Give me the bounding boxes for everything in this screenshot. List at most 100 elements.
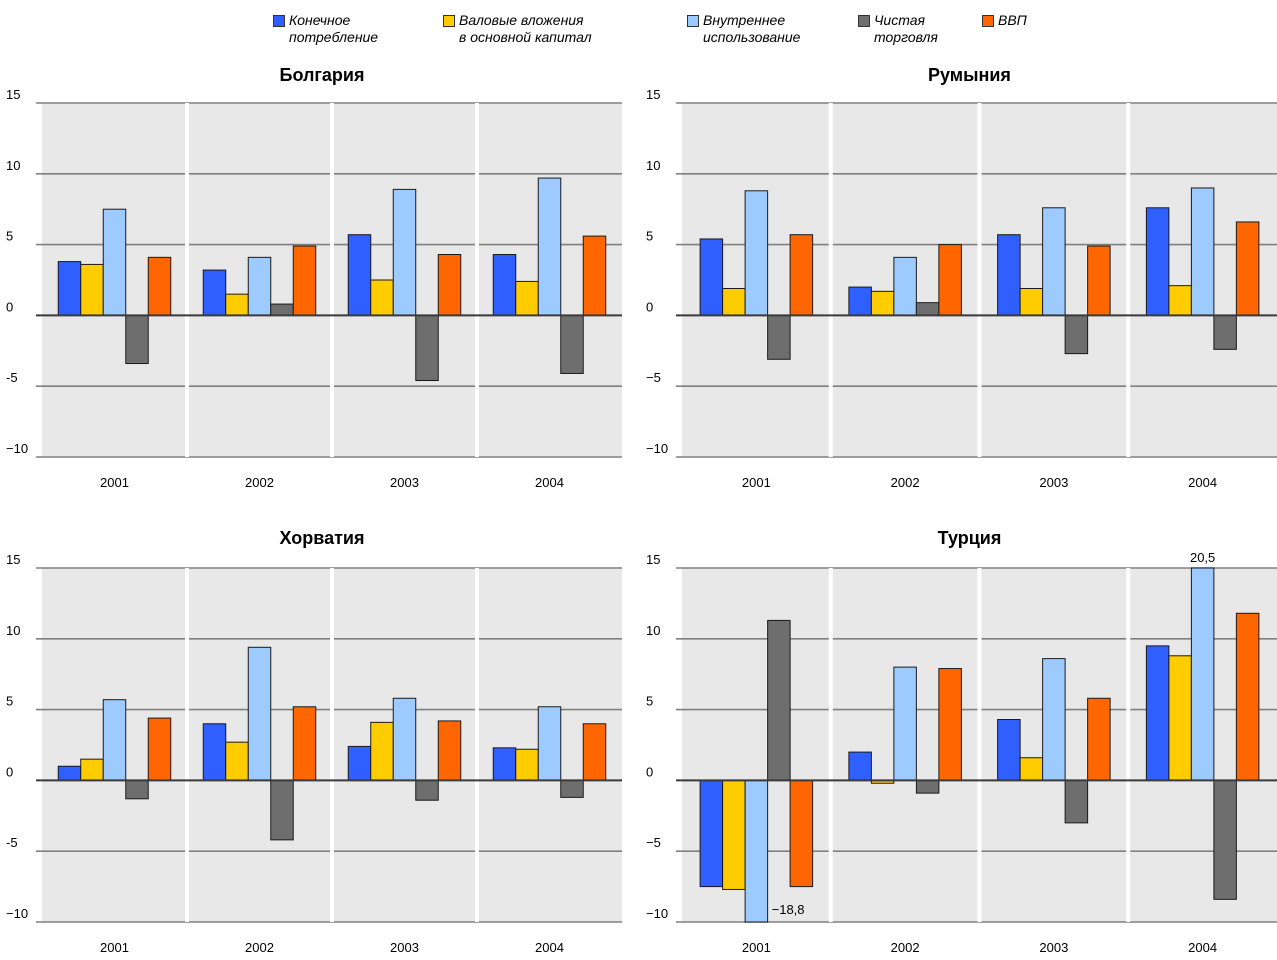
bar [247, 256, 272, 316]
bar [915, 779, 940, 794]
bar [1087, 245, 1111, 316]
y-tick-label: −10 [6, 441, 28, 456]
legend-swatch [687, 15, 699, 27]
bar [270, 779, 294, 841]
y-tick-label: 15 [646, 552, 660, 567]
bar [560, 314, 584, 374]
data-label: −18,8 [772, 902, 805, 917]
x-tick-label: 2003 [390, 475, 419, 490]
y-tick-label: 10 [6, 623, 20, 638]
bar [1235, 612, 1260, 781]
bar [125, 779, 149, 800]
chart-panel-croatia: 15 10 5 0 -5 −10 2001 2002 2003 2004 Хорватия [6, 528, 622, 955]
bar [80, 758, 104, 781]
bar [347, 745, 372, 781]
bar [848, 286, 872, 316]
bar [997, 719, 1021, 781]
bar [1213, 314, 1237, 350]
chart-panel-bulgaria: 15 10 5 0 -5 −10 2001 2002 2003 2004 Болгария [6, 65, 622, 490]
x-tick-label: 2004 [535, 940, 564, 955]
x-tick-label: 2001 [742, 940, 771, 955]
y-tick-label: 15 [646, 87, 660, 102]
panel-title: Хорватия [280, 528, 365, 548]
bar [699, 238, 724, 316]
bar [102, 208, 127, 316]
bar [1019, 287, 1044, 316]
bar [370, 279, 394, 316]
bar [1087, 697, 1111, 781]
x-tick-label: 2004 [1188, 940, 1217, 955]
legend-item: Конечное потребление [273, 12, 378, 46]
bar [515, 748, 539, 781]
legend-label: ВВП [998, 12, 1027, 28]
bar [1145, 207, 1170, 316]
legend-swatch [273, 15, 285, 27]
bar [997, 234, 1021, 316]
bar [370, 721, 394, 781]
bar [582, 235, 607, 316]
panel-title: Румыния [928, 65, 1011, 85]
bar [699, 779, 724, 888]
y-tick-label: 5 [646, 229, 653, 244]
bar [392, 697, 417, 781]
bar [57, 765, 82, 781]
y-tick-label: 5 [6, 694, 13, 709]
bar [537, 177, 562, 316]
bar [893, 256, 917, 316]
bar [225, 293, 249, 316]
bar [1235, 221, 1260, 316]
bar [1213, 779, 1237, 900]
y-tick-label: −10 [6, 906, 28, 921]
y-tick-label: 0 [646, 299, 653, 314]
bar [560, 779, 584, 798]
bar [392, 188, 417, 316]
bar [415, 314, 439, 382]
x-tick-label: 2004 [535, 475, 564, 490]
bar [270, 303, 294, 316]
bar [225, 741, 249, 781]
bar [202, 723, 227, 781]
bar [1168, 655, 1192, 781]
x-tick-label: 2003 [1039, 940, 1068, 955]
chart-legend: Конечное потребление Валовые вложения в о… [0, 0, 1277, 52]
bar [1064, 779, 1089, 824]
bar [915, 302, 940, 316]
y-tick-label: 0 [6, 764, 13, 779]
x-tick-label: 2002 [245, 940, 274, 955]
legend-item: ВВП [982, 12, 1027, 29]
x-tick-label: 2002 [891, 475, 920, 490]
legend-swatch [858, 15, 870, 27]
bar [582, 723, 607, 781]
bar [347, 234, 372, 316]
legend-label: Конечное потребление [289, 12, 379, 45]
bar [1042, 658, 1066, 781]
y-tick-label: 5 [646, 694, 653, 709]
x-tick-label: 2003 [390, 940, 419, 955]
bar [1190, 187, 1215, 316]
y-tick-label: 0 [646, 764, 653, 779]
bar [722, 287, 746, 316]
bar [722, 779, 746, 890]
bar [767, 619, 791, 781]
legend-label: Чистая торговля [874, 12, 938, 45]
panel-title: Турция [938, 528, 1002, 548]
panel-title: Болгария [280, 65, 365, 85]
y-tick-label: 5 [6, 229, 13, 244]
bar [202, 269, 227, 316]
bar [102, 699, 127, 781]
bar [492, 254, 517, 316]
y-tick-label: −5 [646, 835, 661, 850]
chart-panel-romania: 15 10 5 0 −5 −10 2001 2002 2003 2004 Румыния [646, 65, 1277, 490]
y-tick-label: −10 [646, 441, 668, 456]
bar [492, 747, 517, 781]
y-tick-label: −10 [646, 906, 668, 921]
bar [1042, 207, 1066, 316]
x-tick-label: 2002 [245, 475, 274, 490]
y-tick-label: 10 [6, 158, 20, 173]
y-tick-label: 0 [6, 299, 13, 314]
bar [1190, 567, 1215, 781]
bar [537, 706, 562, 781]
y-tick-label: -5 [6, 370, 18, 385]
y-tick-label: -5 [6, 835, 18, 850]
x-tick-label: 2003 [1039, 475, 1068, 490]
